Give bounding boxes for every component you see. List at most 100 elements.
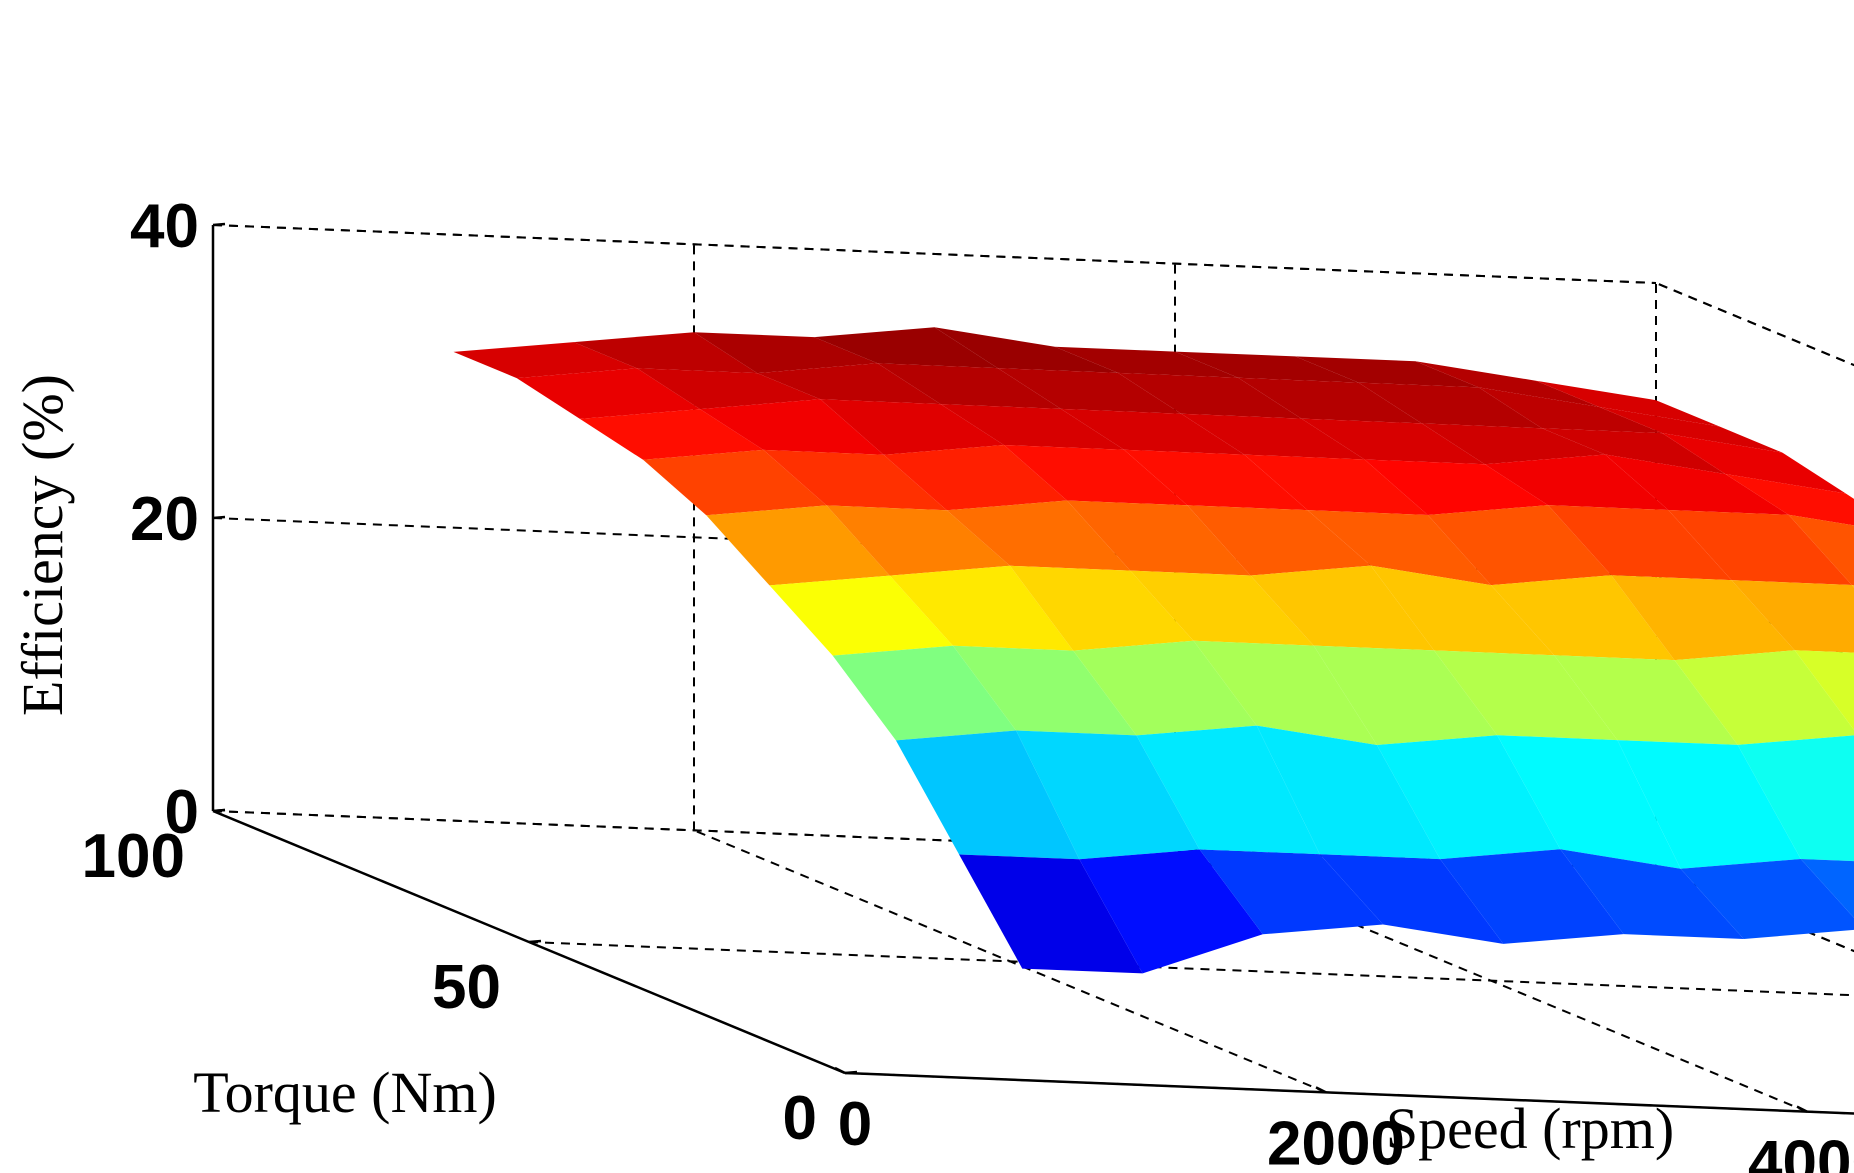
- surface-patch: [1244, 454, 1428, 515]
- surface-patch: [1054, 346, 1239, 378]
- surface-patch: [1617, 740, 1801, 869]
- surface-patch: [1680, 859, 1854, 939]
- y-axis-label: Torque (Nm): [193, 1060, 497, 1125]
- surface-patch: [1238, 377, 1422, 424]
- surface-patch: [1376, 735, 1561, 860]
- z-tick-label: 40: [130, 192, 199, 261]
- surface-patch: [453, 342, 637, 379]
- surface-patch: [1427, 505, 1612, 586]
- surface-patch: [877, 363, 1061, 409]
- surface-patch: [1548, 505, 1732, 581]
- surface-patch: [1484, 454, 1669, 510]
- surface-patch: [1662, 433, 1846, 494]
- surface-patch: [934, 327, 1118, 373]
- surface-patch: [1319, 854, 1504, 944]
- surface-patch: [700, 399, 884, 455]
- surface-patch: [1118, 372, 1302, 419]
- surface-patch: [763, 449, 947, 511]
- surface-patch: [1605, 454, 1789, 515]
- surface-patch: [832, 645, 1017, 741]
- surface-patch: [889, 565, 1074, 651]
- axis-lines: [211, 222, 1854, 1115]
- surface-patch: [940, 404, 1125, 450]
- surface-patch: [579, 409, 764, 460]
- surface-patch: [1364, 459, 1548, 515]
- z-axis-label: Efficiency (%): [10, 374, 75, 716]
- surface-patch: [1124, 449, 1308, 511]
- x-tick-label: 4000: [1748, 1129, 1854, 1173]
- y-tick-mark: [844, 1070, 858, 1075]
- surface-patch: [1187, 505, 1371, 576]
- surface-patch: [1434, 650, 1618, 741]
- x-tick-label: 0: [838, 1090, 872, 1159]
- x-tick-label: 2000: [1267, 1109, 1405, 1173]
- surface-patch: [883, 445, 1067, 511]
- surface-patch: [1737, 735, 1854, 862]
- surface-patch: [1307, 510, 1491, 586]
- surface-patch: [643, 449, 827, 516]
- surface-patch: [1535, 380, 1720, 427]
- surface-patch: [959, 854, 1143, 974]
- y-tick-mark: [528, 939, 542, 944]
- surface-patch: [1731, 580, 1854, 653]
- surface-patch: [1181, 413, 1365, 460]
- x-axis-label: Speed (rpm): [1386, 1096, 1674, 1161]
- surface-patch: [1295, 356, 1479, 388]
- surface-patch: [1497, 735, 1681, 869]
- surface-patch: [1199, 849, 1384, 935]
- surface-patch: [997, 368, 1182, 414]
- surface-patch: [1541, 428, 1726, 474]
- surface-patch: [1175, 351, 1359, 383]
- surface-patch: [694, 332, 878, 374]
- surface-patch: [1301, 418, 1485, 465]
- surface-patch: [1478, 387, 1663, 434]
- surface-patch: [820, 399, 1004, 455]
- surface-patch: [1067, 500, 1251, 576]
- surface-patch: [1800, 859, 1854, 918]
- surface-patch: [1668, 510, 1852, 585]
- surface-patch: [1421, 423, 1606, 465]
- surface-patch: [1725, 474, 1854, 526]
- surface-patch: [1136, 725, 1320, 855]
- surface-patch: [1611, 575, 1795, 661]
- surface-patch: [757, 363, 941, 405]
- surface-patch: [1370, 565, 1555, 656]
- surface-patch: [1794, 650, 1854, 730]
- surface-patch: [1073, 640, 1257, 736]
- surface-patch: [1313, 645, 1498, 745]
- x-tick-mark: [834, 1066, 846, 1075]
- surface-patch: [706, 505, 890, 586]
- surface-patch: [1003, 445, 1188, 506]
- x-axis-line: [844, 1071, 1854, 1115]
- surface-patch: [1674, 650, 1854, 745]
- surface-patch: [953, 645, 1137, 736]
- surface-patch: [1060, 408, 1245, 455]
- surface-patch: [1010, 565, 1194, 651]
- surface-patch: [1193, 640, 1377, 745]
- surface-patch: [1016, 730, 1200, 860]
- surface-patch: [573, 332, 758, 374]
- surface-patch: [814, 327, 998, 369]
- y-tick-label: 100: [82, 822, 185, 891]
- surface-patch: [516, 368, 701, 419]
- surface-patch: [1250, 565, 1434, 651]
- surface-patch: [1788, 514, 1854, 586]
- surface: [453, 327, 1854, 974]
- surface-patch: [769, 575, 953, 656]
- surface-patch: [1256, 725, 1441, 860]
- surface-patch: [1599, 406, 1783, 453]
- surface-patch: [1079, 849, 1263, 974]
- z-tick-mark: [212, 515, 226, 520]
- y-tick-label: 0: [783, 1084, 817, 1153]
- surface-patch: [1851, 585, 1854, 588]
- surface-patch: [895, 730, 1080, 860]
- y-tick-label: 50: [432, 953, 501, 1022]
- surface-patch: [1491, 575, 1675, 661]
- x-tick-mark: [1796, 1105, 1808, 1113]
- surface-patch: [1560, 849, 1744, 939]
- surface-patch: [1440, 849, 1624, 944]
- surface-patch: [1554, 655, 1738, 745]
- surface-patch: [1358, 382, 1542, 429]
- grid-line-top-back: [212, 224, 1657, 284]
